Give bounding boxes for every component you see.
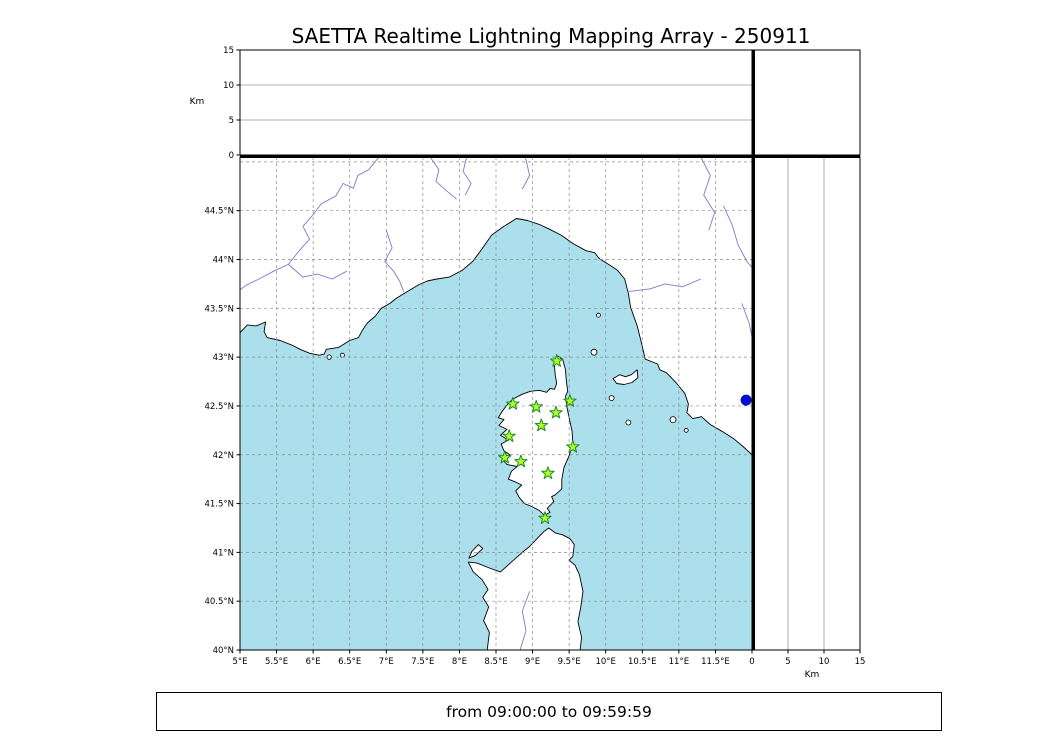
montecristo-island xyxy=(625,419,632,426)
km-tick-label: 15 xyxy=(855,657,866,667)
station-marker xyxy=(514,454,528,468)
port-cros-island xyxy=(339,352,345,358)
km-tick-label: 10 xyxy=(819,657,830,667)
lon-tick-label: 8.5°E xyxy=(484,657,507,667)
lon-tick-label: 6.5°E xyxy=(338,657,361,667)
river xyxy=(240,157,380,291)
alt-tick-label: 10 xyxy=(223,81,234,91)
mainland-coast xyxy=(240,157,752,456)
lon-tick-label: 6°E xyxy=(306,657,321,667)
station-marker xyxy=(566,439,580,453)
station-marker xyxy=(563,394,577,407)
river xyxy=(741,303,752,337)
station-marker xyxy=(549,405,563,419)
river xyxy=(700,157,716,231)
km-axis-label-bottom: Km xyxy=(805,670,820,680)
lon-tick-label: 11°E xyxy=(669,657,689,667)
lat-tick-label: 42.5°N xyxy=(204,402,234,412)
lat-tick-label: 44°N xyxy=(213,256,234,266)
time-range-text: from 09:00:00 to 09:59:59 xyxy=(446,702,652,721)
page-title: SAETTA Realtime Lightning Mapping Array … xyxy=(291,24,811,48)
alt-tick-label: 15 xyxy=(223,46,234,56)
station-marker xyxy=(529,399,543,413)
km-axis-label-left: Km xyxy=(190,97,205,107)
lon-tick-label: 7.5°E xyxy=(411,657,434,667)
lon-tick-label: 5.5°E xyxy=(265,657,288,667)
lat-tick-label: 40°N xyxy=(213,646,234,656)
event-marker xyxy=(740,394,752,406)
lon-tick-label: 9.5°E xyxy=(558,657,581,667)
lon-tick-label: 10°E xyxy=(595,657,615,667)
station-marker xyxy=(506,397,520,410)
river xyxy=(288,264,348,280)
lon-tick-label: 10.5°E xyxy=(628,657,657,667)
station-marker xyxy=(502,429,516,442)
station-marker xyxy=(538,511,552,524)
alt-tick-label: 0 xyxy=(229,151,234,161)
sardinia-coast xyxy=(467,527,584,650)
lon-tick-label: 7°E xyxy=(379,657,394,667)
lon-tick-label: 9°E xyxy=(525,657,540,667)
time-range-box: from 09:00:00 to 09:59:59 xyxy=(156,692,942,731)
river xyxy=(519,591,531,650)
station-marker xyxy=(550,354,564,367)
station-marker xyxy=(534,418,548,432)
river xyxy=(521,157,531,190)
river xyxy=(429,157,457,200)
lat-tick-label: 42°N xyxy=(213,451,234,461)
lon-tick-label: 5°E xyxy=(232,657,247,667)
river xyxy=(462,157,472,196)
giannutri-island xyxy=(683,427,689,433)
lat-tick-label: 44.5°N xyxy=(204,207,234,217)
lon-tick-label: 8°E xyxy=(452,657,467,667)
station-marker xyxy=(498,450,512,464)
lat-tick-label: 41.5°N xyxy=(204,500,234,510)
lat-tick-label: 41°N xyxy=(213,548,234,558)
capraia-island xyxy=(590,348,598,356)
lon-tick-label: 11.5°E xyxy=(701,657,730,667)
river xyxy=(723,205,752,268)
lat-tick-label: 43°N xyxy=(213,353,234,363)
km-tick-label: 0 xyxy=(749,657,754,667)
map-panel xyxy=(240,157,752,650)
elba-island xyxy=(612,369,639,385)
lat-tick-label: 43.5°N xyxy=(204,304,234,314)
alt-tick-label: 5 xyxy=(229,116,234,126)
right-panel-altitude-latitude xyxy=(752,157,860,650)
histogram-panel xyxy=(751,49,861,156)
km-tick-label: 5 xyxy=(785,657,790,667)
station-marker xyxy=(541,466,555,480)
giglio-island xyxy=(669,416,677,424)
river xyxy=(626,278,701,293)
asinara-island xyxy=(468,544,484,559)
river xyxy=(384,230,405,292)
top-panel-altitude-longitude xyxy=(240,50,752,155)
gorgona-island xyxy=(596,312,601,318)
lat-tick-label: 40.5°N xyxy=(204,597,234,607)
pianosa-island xyxy=(608,395,615,402)
